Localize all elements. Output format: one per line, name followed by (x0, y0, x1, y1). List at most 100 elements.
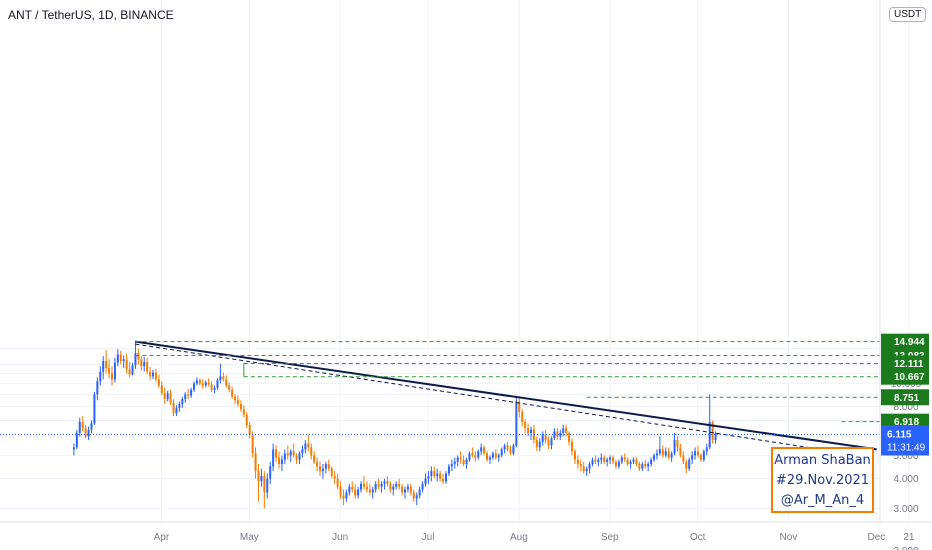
candle-body (81, 421, 84, 429)
signature-name: Arman ShaBan (774, 453, 871, 468)
candle-body (588, 464, 591, 469)
level-badge-label: 8.751 (894, 393, 919, 404)
candle-body (696, 451, 699, 456)
candle-body (248, 425, 251, 435)
y-tick-label: 5.000 (893, 451, 918, 462)
candle-body (236, 400, 239, 405)
candle-body (576, 459, 579, 465)
x-tick-label: Dec (867, 532, 885, 543)
candle-body (90, 423, 93, 430)
candle-body (521, 411, 524, 422)
price-badges: 14.94413.08312.11110.6678.7516.9186.1151… (881, 333, 929, 456)
x-tick-label: Jul (422, 532, 435, 543)
candle-body (512, 445, 515, 454)
candle-body (383, 481, 386, 484)
candle-body (225, 379, 228, 386)
x-tick-label: Apr (154, 532, 170, 543)
candle-body (673, 439, 676, 454)
candle-body (289, 451, 292, 456)
candle-body (316, 461, 319, 467)
candle-body (216, 380, 219, 388)
candle-body (283, 453, 286, 460)
candle-body (559, 433, 562, 437)
candle-body (272, 449, 275, 467)
candle-body (198, 380, 201, 384)
candle-body (412, 492, 415, 499)
candle-body (307, 443, 310, 448)
candle-body (319, 466, 322, 472)
candle-body (670, 453, 673, 458)
candle-body (96, 381, 99, 395)
candle-body (486, 453, 489, 460)
candle-body (468, 453, 471, 460)
time-axis[interactable]: Apr May Jun Jul Aug Sep Oct Nov Dec 21 (154, 532, 915, 543)
candle-body (389, 483, 392, 490)
candles (72, 340, 717, 509)
candle-body (518, 401, 521, 412)
candle-body (99, 371, 102, 382)
candle-body (78, 421, 81, 434)
candle-body (714, 433, 717, 440)
candle-body (295, 455, 298, 460)
candle-body (210, 384, 213, 390)
candle-body (647, 464, 650, 467)
candle-body (362, 483, 365, 487)
currency-unit-badge[interactable]: USDT (889, 7, 927, 22)
candle-body (462, 459, 465, 465)
candle-body (471, 453, 474, 456)
candle-body (93, 394, 96, 424)
candle-body (75, 433, 78, 448)
x-tick-label: Oct (690, 532, 706, 543)
candle-body (480, 447, 483, 452)
candle-body (339, 486, 342, 496)
candle-body (509, 449, 512, 454)
candle-body (529, 429, 532, 434)
candle-body (275, 449, 278, 458)
candle-body (474, 455, 477, 458)
candle-body (213, 387, 216, 390)
candle-body (398, 483, 401, 487)
candle-body (184, 394, 187, 400)
candle-body (105, 361, 108, 368)
candle-body (304, 443, 307, 450)
candle-body (556, 431, 559, 437)
candle-body (497, 455, 500, 458)
level-badge-label: 6.918 (894, 417, 919, 428)
candle-body (565, 428, 568, 434)
candle-body (623, 457, 626, 460)
candle-body (234, 396, 237, 401)
candle-body (635, 459, 638, 465)
candle-body (193, 383, 196, 390)
candle-body (131, 365, 134, 375)
candle-body (140, 359, 143, 367)
candle-body (263, 476, 266, 493)
candle-body (324, 464, 327, 469)
solid-trendline (135, 340, 877, 451)
candle-body (368, 489, 371, 493)
candle-body (515, 401, 518, 446)
candle-body (301, 449, 304, 454)
candle-body (409, 486, 412, 493)
candle-body (245, 414, 248, 426)
candle-body (266, 478, 269, 493)
candle-body (532, 429, 535, 440)
candle-body (585, 468, 588, 472)
candle-body (612, 457, 615, 462)
x-tick-label: Aug (510, 532, 528, 543)
candle-body (658, 449, 661, 454)
candle-body (72, 447, 75, 450)
candle-body (219, 376, 222, 381)
candle-body (541, 434, 544, 442)
candle-body (190, 389, 193, 396)
candle-body (573, 451, 576, 460)
chart-title: ANT / TetherUS, 1D, BINANCE (8, 8, 174, 22)
candle-body (175, 407, 178, 414)
candle-body (465, 459, 468, 465)
author-signature-box: Arman ShaBan #29.Nov.2021 @Ar_M_An_4 (771, 447, 874, 513)
candle-body (377, 483, 380, 487)
candle-body (374, 483, 377, 490)
candle-body (609, 457, 612, 460)
candle-body (143, 361, 146, 367)
candle-body (152, 372, 155, 377)
